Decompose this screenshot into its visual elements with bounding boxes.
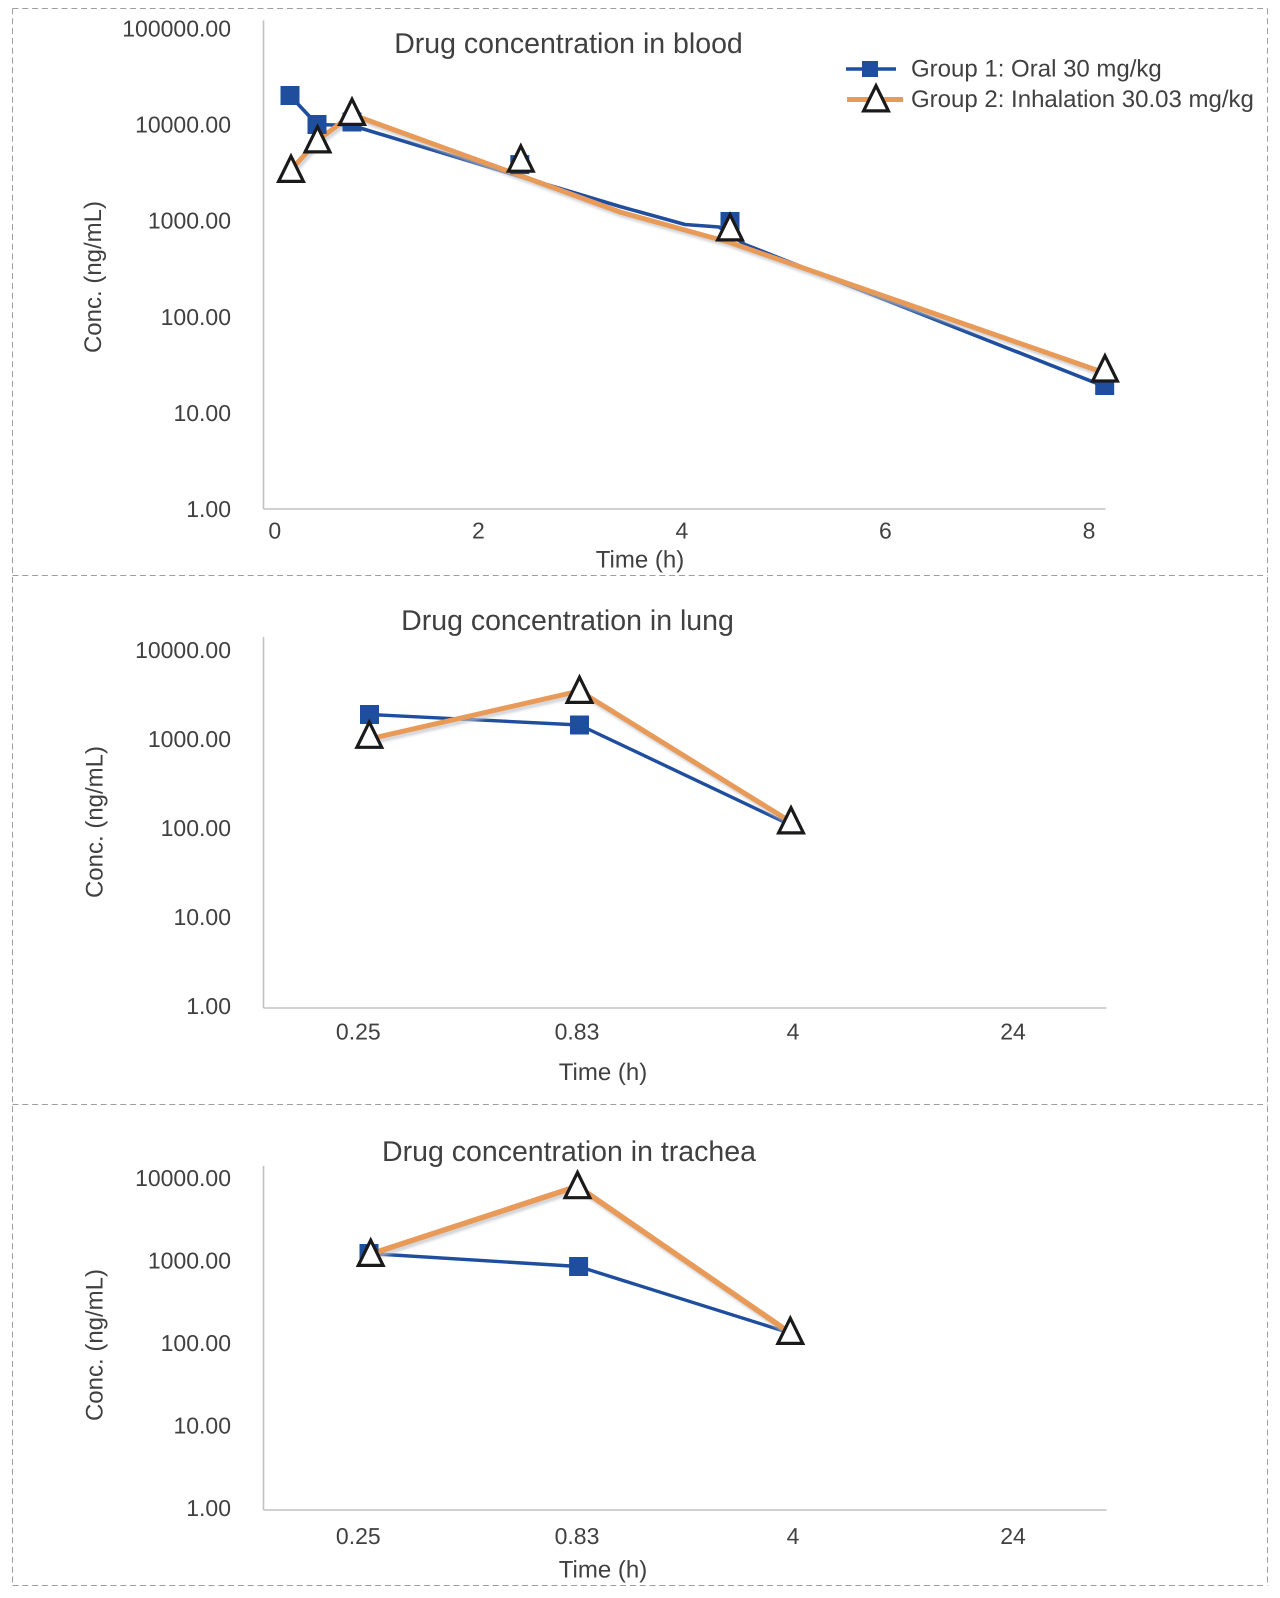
svg-text:Time (h): Time (h): [559, 1059, 647, 1086]
svg-text:Drug concentration in lung: Drug concentration in lung: [401, 605, 734, 637]
svg-text:0.83: 0.83: [555, 1523, 600, 1549]
svg-text:10.00: 10.00: [173, 400, 231, 426]
svg-text:1000.00: 1000.00: [148, 726, 231, 752]
svg-text:Drug concentration in trachea: Drug concentration in trachea: [382, 1136, 756, 1168]
svg-text:10.00: 10.00: [173, 1413, 231, 1439]
svg-text:1000.00: 1000.00: [148, 208, 231, 234]
svg-text:1.00: 1.00: [186, 496, 231, 522]
svg-text:0.25: 0.25: [336, 1019, 381, 1045]
svg-text:0: 0: [268, 518, 281, 544]
svg-text:100.00: 100.00: [161, 1330, 231, 1356]
svg-text:1.00: 1.00: [186, 993, 231, 1019]
svg-text:10000.00: 10000.00: [135, 637, 231, 663]
svg-text:6: 6: [879, 518, 892, 544]
svg-text:Conc. (ng/mL): Conc. (ng/mL): [82, 746, 109, 898]
svg-text:100.00: 100.00: [161, 304, 231, 330]
svg-text:Group 1: Oral 30 mg/kg: Group 1: Oral 30 mg/kg: [911, 56, 1162, 83]
svg-text:4: 4: [676, 518, 689, 544]
svg-text:Drug concentration in blood: Drug concentration in blood: [394, 28, 743, 60]
svg-text:100.00: 100.00: [161, 815, 231, 841]
svg-text:Time (h): Time (h): [559, 1557, 647, 1584]
svg-text:10000.00: 10000.00: [135, 112, 231, 138]
svg-text:1000.00: 1000.00: [148, 1248, 231, 1274]
svg-text:Conc. (ng/mL): Conc. (ng/mL): [82, 1269, 109, 1421]
svg-text:24: 24: [1000, 1523, 1026, 1549]
svg-text:2: 2: [472, 518, 485, 544]
svg-text:8: 8: [1083, 518, 1096, 544]
svg-text:Conc. (ng/mL): Conc. (ng/mL): [80, 201, 107, 353]
svg-text:0.83: 0.83: [555, 1019, 600, 1045]
svg-text:100000.00: 100000.00: [122, 16, 231, 42]
svg-text:4: 4: [787, 1523, 800, 1549]
svg-text:10000.00: 10000.00: [135, 1165, 231, 1191]
svg-text:4: 4: [787, 1019, 800, 1045]
svg-text:24: 24: [1000, 1019, 1026, 1045]
svg-text:10.00: 10.00: [173, 904, 231, 930]
svg-text:Time (h): Time (h): [596, 547, 684, 574]
svg-text:Group 2: Inhalation 30.03 mg/k: Group 2: Inhalation 30.03 mg/kg: [911, 86, 1254, 113]
svg-text:0.25: 0.25: [336, 1523, 381, 1549]
svg-text:1.00: 1.00: [186, 1495, 231, 1521]
